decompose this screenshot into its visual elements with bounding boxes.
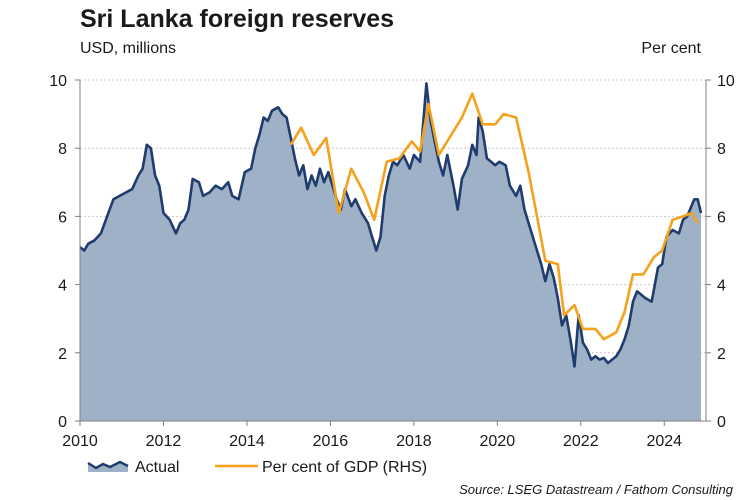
legend-actual-line-swatch [87,460,129,470]
right-tick-label-0: 0 [717,414,726,431]
left-tick-label-8: 8 [58,141,67,158]
left-tick-label-6: 6 [58,209,67,226]
x-tick-label-2010: 2010 [62,433,98,450]
right-tick-label-2: 2 [717,346,726,363]
right-tick-label-10: 10 [717,73,735,90]
actual-series-area [80,83,701,422]
left-tick-label-4: 4 [58,278,67,295]
legend-swatch-actual [87,460,129,472]
tick-labels: 2010 2012 2014 2016 2018 2020 2022 2024 0 2 4 6 8 10 0… [49,73,735,450]
legend-label-gdp: Per cent of GDP (RHS) [262,459,427,476]
series-line-gdp-percent [289,92,699,341]
x-tick-label-2022: 2022 [563,433,599,450]
left-tick-label-2: 2 [58,346,67,363]
legend: Actual Per cent of GDP (RHS) [87,459,427,476]
right-tick-label-8: 8 [717,141,726,158]
x-tick-label-2024: 2024 [646,433,682,450]
right-axis-unit-label: Per cent [641,40,701,57]
x-tick-label-2018: 2018 [396,433,432,450]
series-lines [79,82,703,368]
x-tick-label-2020: 2020 [480,433,516,450]
legend-label-actual: Actual [135,459,179,476]
right-tick-label-6: 6 [717,209,726,226]
axes [75,79,711,426]
x-tick-label-2012: 2012 [146,433,182,450]
source-note: Source: LSEG Datastream / Fathom Consult… [459,482,734,497]
x-tick-label-2014: 2014 [229,433,265,450]
x-tick-label-2016: 2016 [313,433,349,450]
chart-title: Sri Lanka foreign reserves [80,5,394,33]
left-tick-label-0: 0 [58,414,67,431]
left-tick-label-10: 10 [49,73,67,90]
series-area-actual [80,83,701,422]
right-tick-label-4: 4 [717,278,726,295]
left-axis-unit-label: USD, millions [80,40,176,57]
